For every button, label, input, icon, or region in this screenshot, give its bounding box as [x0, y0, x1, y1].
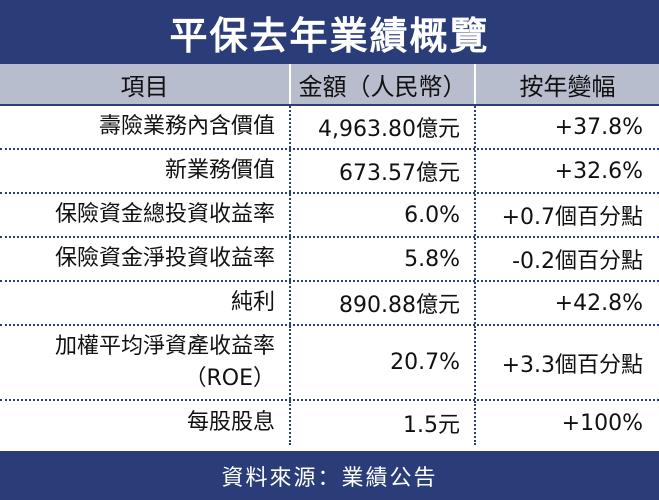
- table-row: 每股股息 1.5元 +100%: [0, 401, 659, 445]
- row-item-text: 每股股息: [186, 410, 275, 435]
- source-footer: 資料來源：業績公告: [0, 451, 659, 500]
- header-item: 項目: [0, 64, 291, 104]
- row-item-text: 加權平均淨資產收益率: [54, 333, 275, 359]
- row-amount: 1.5元: [291, 401, 476, 445]
- row-item: 壽險業務內含價值: [0, 106, 291, 148]
- table-header-row: 項目 金額（人民幣） 按年變幅: [0, 64, 659, 106]
- row-item: 保險資金總投資收益率: [0, 194, 291, 236]
- row-item-text: 純利: [230, 290, 275, 315]
- row-amount: 4,963.80億元: [291, 106, 476, 148]
- row-amount: 6.0%: [291, 194, 476, 236]
- table-row: 新業務價值 673.57億元 +32.6%: [0, 150, 659, 194]
- row-amount: 20.7%: [291, 326, 476, 399]
- table-title: 平保去年業績概覽: [0, 0, 659, 64]
- header-change: 按年變幅: [519, 72, 616, 101]
- row-item-text: 保險資金總投資收益率: [54, 202, 275, 227]
- row-change: +0.7個百分點: [501, 205, 643, 230]
- row-change: +42.8%: [554, 290, 643, 316]
- row-change: -0.2個百分點: [512, 249, 643, 274]
- row-amount: 5.8%: [291, 238, 476, 280]
- row-item-subtext: （ROE）: [184, 365, 275, 391]
- row-change: +37.8%: [554, 114, 643, 140]
- table-body: 壽險業務內含價值 4,963.80億元 +37.8% 新業務價值 673.57億…: [0, 106, 659, 445]
- table-row: 加權平均淨資產收益率 （ROE） 20.7% +3.3個百分點: [0, 326, 659, 401]
- table-row: 保險資金總投資收益率 6.0% +0.7個百分點: [0, 194, 659, 238]
- row-item: 加權平均淨資產收益率 （ROE）: [0, 326, 291, 399]
- table-row: 壽險業務內含價值 4,963.80億元 +37.8%: [0, 106, 659, 150]
- row-change: +100%: [561, 410, 643, 436]
- row-item-text: 壽險業務內含價值: [98, 114, 275, 139]
- row-change: +32.6%: [554, 158, 643, 184]
- row-item-text: 保險資金淨投資收益率: [54, 246, 275, 271]
- table-row: 純利 890.88億元 +42.8%: [0, 282, 659, 326]
- row-change: +3.3個百分點: [501, 352, 643, 378]
- row-item: 新業務價值: [0, 150, 291, 192]
- table-row: 保險資金淨投資收益率 5.8% -0.2個百分點: [0, 238, 659, 282]
- row-amount: 890.88億元: [291, 282, 476, 324]
- row-amount: 673.57億元: [291, 150, 476, 192]
- row-item: 保險資金淨投資收益率: [0, 238, 291, 280]
- row-item-text: 新業務價值: [164, 158, 275, 183]
- row-item: 每股股息: [0, 401, 291, 445]
- row-item: 純利: [0, 282, 291, 324]
- header-amount: 金額（人民幣）: [291, 64, 476, 104]
